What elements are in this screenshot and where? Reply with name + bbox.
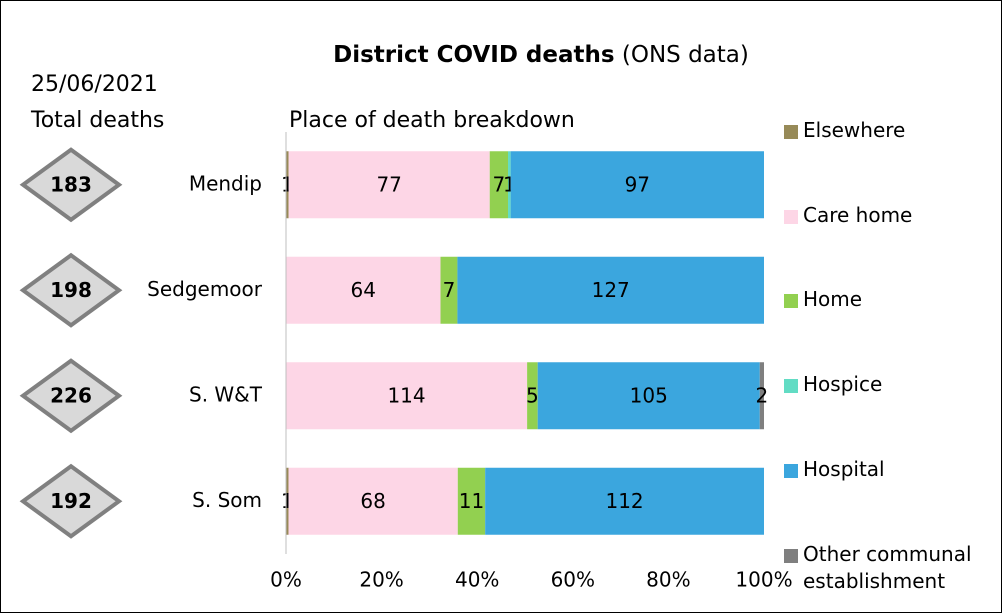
category-label: Sedgemoor (147, 277, 263, 301)
total-diamond (19, 463, 123, 539)
data-label: 97 (625, 172, 650, 196)
total-diamond (19, 252, 123, 328)
legend-swatch (784, 464, 798, 478)
bar-segment (286, 256, 441, 324)
bar-segment (288, 467, 458, 535)
total-diamond (19, 358, 123, 434)
legend-swatch (784, 125, 798, 139)
category-label: Mendip (189, 171, 262, 195)
legend-item: Elsewhere (781, 117, 999, 144)
bar-segment (288, 151, 490, 219)
x-tick-label: 60% (551, 568, 595, 592)
data-label: 64 (351, 278, 376, 302)
data-label: 68 (360, 489, 385, 513)
data-label: 2 (756, 383, 769, 407)
total-value: 198 (50, 278, 92, 302)
legend-label: Hospice (803, 372, 883, 396)
bar-segment (440, 256, 458, 324)
legend-item: Other communal establishment (781, 541, 999, 595)
bar-segment (759, 362, 764, 430)
legend-swatch (784, 294, 798, 308)
data-label: 127 (592, 278, 630, 302)
bar-segment (527, 362, 538, 430)
total-value: 226 (50, 383, 92, 407)
title: District COVID deaths (333, 42, 614, 68)
data-label: 112 (605, 489, 643, 513)
x-tick-label: 20% (359, 568, 403, 592)
bar-segment (537, 362, 760, 430)
data-label: 11 (459, 489, 484, 513)
data-label: 105 (630, 383, 668, 407)
legend-label: Elsewhere (803, 118, 906, 142)
legend-swatch (784, 549, 798, 563)
legend-label: Other communal establishment (803, 542, 972, 593)
plot-label: Place of death breakdown (289, 108, 575, 133)
legend-swatch (784, 210, 798, 224)
x-tick-label: 100% (735, 568, 792, 592)
chart-title: District COVID deaths (ONS data) (333, 42, 749, 68)
category-label: S. W&T (189, 382, 263, 406)
bar-segment (508, 151, 511, 219)
x-tick-label: 0% (270, 568, 302, 592)
bar-segment (485, 467, 764, 535)
legend-swatch (784, 379, 798, 393)
subtitle: (ONS data) (622, 42, 749, 68)
legend-item: Hospice (781, 371, 999, 398)
legend-item: Hospital (781, 456, 999, 483)
legend-item: Care home (781, 202, 999, 229)
legend-label: Hospital (803, 457, 885, 481)
data-label: 114 (387, 383, 425, 407)
data-label: 7 (443, 278, 456, 302)
bar-segment (286, 362, 528, 430)
bar-segment (286, 467, 289, 535)
legend-label: Care home (803, 203, 913, 227)
total-value: 192 (50, 489, 92, 513)
bar-segment (489, 151, 509, 219)
legend-item: Home (781, 286, 999, 313)
total-diamond (19, 147, 123, 223)
bar-segment (457, 256, 764, 324)
totals-label: Total deaths (30, 108, 164, 133)
bar-segment (457, 467, 486, 535)
data-label: 7 (493, 172, 506, 196)
x-tick-label: 80% (646, 568, 690, 592)
total-value: 183 (50, 172, 92, 196)
legend-label: Home (803, 287, 863, 311)
bar-segment (510, 151, 764, 219)
x-tick-label: 40% (455, 568, 499, 592)
bar-segment (286, 151, 289, 219)
category-label: S. Som (192, 488, 262, 512)
data-label: 77 (376, 172, 401, 196)
date: 25/06/2021 (31, 72, 158, 97)
data-label: 5 (526, 383, 539, 407)
